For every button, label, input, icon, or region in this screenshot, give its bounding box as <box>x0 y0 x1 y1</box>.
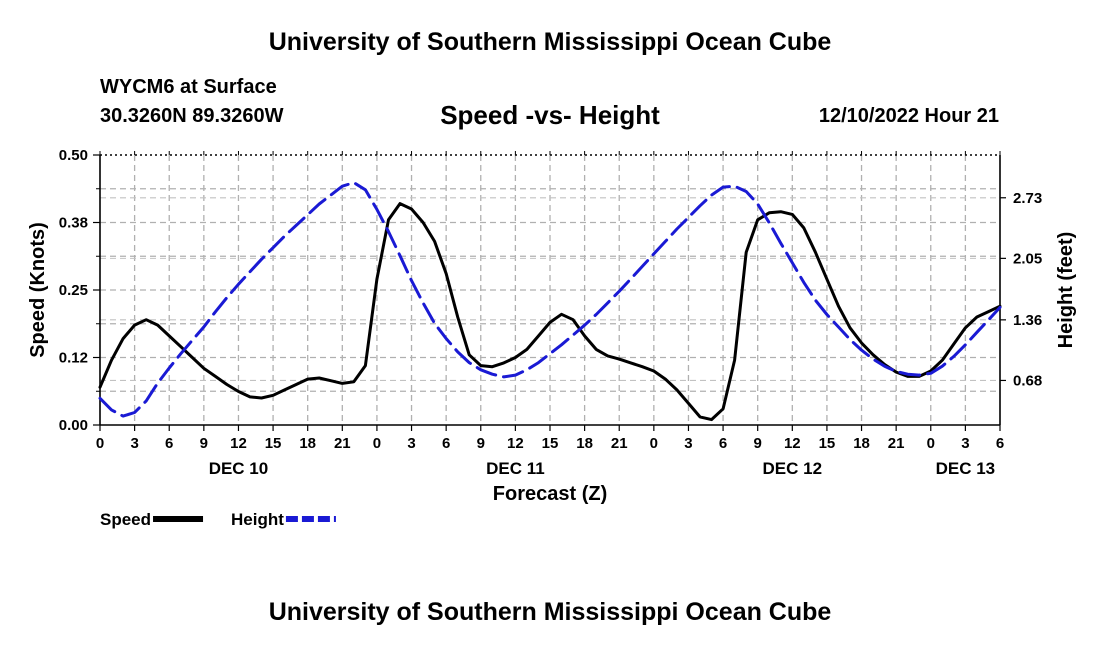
y-tick-label-left: 0.12 <box>59 350 88 367</box>
day-label: DEC 12 <box>763 459 823 478</box>
x-tick-label: 21 <box>334 435 351 452</box>
x-tick-label: 0 <box>650 435 658 452</box>
x-tick-label: 6 <box>996 435 1004 452</box>
page-title-bottom: University of Southern Mississippi Ocean… <box>268 598 832 626</box>
x-tick-label: 12 <box>230 435 247 452</box>
coordinates-label: 30.3260N 89.3260W <box>100 105 284 127</box>
y-tick-label-right: 2.05 <box>1013 250 1042 267</box>
series-line-speed <box>98 202 1002 422</box>
x-tick-label: 3 <box>961 435 969 452</box>
x-tick-label: 3 <box>684 435 692 452</box>
x-tick-label: 9 <box>477 435 485 452</box>
day-label: DEC 10 <box>209 459 269 478</box>
forecast-datetime: 12/10/2022 Hour 21 <box>818 105 999 127</box>
day-label: DEC 11 <box>486 459 545 478</box>
y-axis-title-right: Height (feet) <box>1055 232 1077 349</box>
x-tick-label: 15 <box>265 435 282 452</box>
y-tick-label-left: 0.00 <box>59 417 88 434</box>
x-tick-label: 0 <box>96 435 104 452</box>
x-tick-label: 18 <box>853 435 870 452</box>
x-tick-label: 9 <box>200 435 208 452</box>
legend-label-height: Height <box>231 510 284 529</box>
y-tick-label-right: 0.68 <box>1013 372 1042 389</box>
y-axis-title-left: Speed (Knots) <box>27 222 49 358</box>
legend-label-speed: Speed <box>100 510 151 529</box>
station-label: WYCM6 at Surface <box>100 76 277 98</box>
y-tick-label-left: 0.38 <box>59 215 88 232</box>
x-tick-label: 21 <box>611 435 628 452</box>
x-tick-label: 12 <box>507 435 524 452</box>
x-tick-label: 12 <box>784 435 801 452</box>
x-tick-label: 18 <box>576 435 593 452</box>
y-tick-label-left: 0.50 <box>59 147 88 164</box>
x-tick-label: 0 <box>373 435 381 452</box>
series-line-height <box>98 181 1002 418</box>
y-tick-label-right: 2.73 <box>1013 190 1042 207</box>
x-tick-label: 6 <box>719 435 727 452</box>
chart-title: Speed -vs- Height <box>440 100 660 130</box>
x-tick-label: 18 <box>299 435 316 452</box>
x-tick-label: 6 <box>442 435 450 452</box>
x-tick-label: 3 <box>130 435 138 452</box>
x-tick-label: 15 <box>819 435 836 452</box>
page-title-top: University of Southern Mississippi Ocean… <box>268 28 832 56</box>
x-axis-title: Forecast (Z) <box>493 483 607 505</box>
x-tick-label: 0 <box>927 435 935 452</box>
x-tick-label: 9 <box>754 435 762 452</box>
y-tick-label-left: 0.25 <box>59 282 88 299</box>
x-tick-label: 15 <box>542 435 559 452</box>
y-tick-label-right: 1.36 <box>1013 312 1042 329</box>
x-tick-label: 3 <box>407 435 415 452</box>
day-label: DEC 13 <box>936 459 996 478</box>
x-tick-label: 21 <box>888 435 905 452</box>
x-tick-label: 6 <box>165 435 173 452</box>
